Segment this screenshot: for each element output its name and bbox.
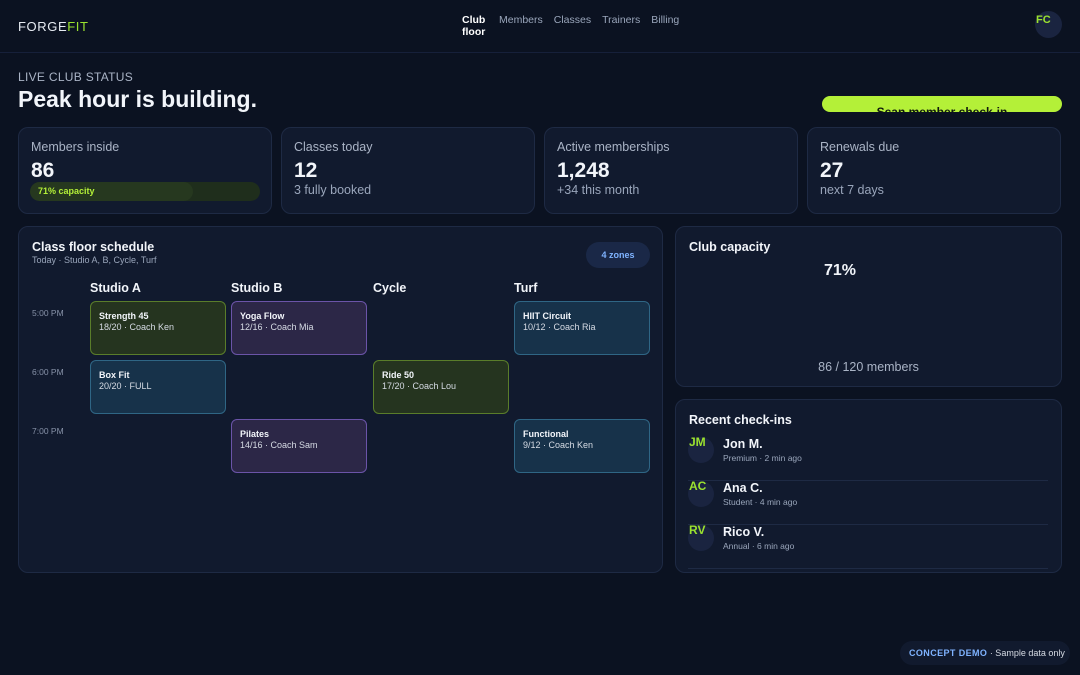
class-card-strength-45[interactable]: Strength 45 18/20 · Coach Ken <box>90 301 226 355</box>
nav-item-members[interactable]: Members <box>499 14 543 26</box>
checkins-title: Recent check-ins <box>689 413 792 427</box>
scan-check-in-button[interactable]: Scan member check-in <box>822 96 1062 112</box>
nav-item-classes[interactable]: Classes <box>553 14 592 26</box>
class-name: Box Fit <box>99 370 130 380</box>
stat-label: Classes today <box>294 140 373 154</box>
avatar-initials: JM <box>689 435 706 449</box>
class-name: Ride 50 <box>382 370 415 380</box>
class-card-hiit-circuit[interactable]: HIIT Circuit 10/12 · Coach Ria <box>514 301 650 355</box>
stat-sub: +34 this month <box>557 183 640 197</box>
stat-card-members-inside: Members inside 86 71% capacity <box>18 127 272 214</box>
schedule-subtitle: Today · Studio A, B, Cycle, Turf <box>32 255 157 265</box>
class-name: HIIT Circuit <box>523 311 572 321</box>
concept-demo-badge: CONCEPT DEMO · Sample data only <box>900 641 1070 665</box>
class-detail: 20/20 · FULL <box>99 381 152 391</box>
column-header-studio-a: Studio A <box>90 281 141 295</box>
stat-sub: next 7 days <box>820 183 884 197</box>
page-title: Peak hour is building. <box>18 86 257 112</box>
stat-value: 86 <box>31 159 55 182</box>
concept-demo-label: CONCEPT DEMO <box>909 648 988 658</box>
nav-item-trainers[interactable]: Trainers <box>602 14 641 26</box>
class-name: Yoga Flow <box>240 311 285 321</box>
stat-value: 12 <box>294 159 318 182</box>
stat-sub: 3 fully booked <box>294 183 372 197</box>
capacity-members-count: 86 / 120 members <box>818 360 919 374</box>
class-detail: 10/12 · Coach Ria <box>523 322 596 332</box>
class-name: Strength 45 <box>99 311 149 321</box>
capacity-progress-label: 71% capacity <box>38 186 95 196</box>
checkin-meta: Annual · 6 min ago <box>723 541 795 551</box>
user-initials: FC <box>1036 14 1051 26</box>
column-header-cycle: Cycle <box>373 281 407 295</box>
checkin-meta: Student · 4 min ago <box>723 497 798 507</box>
checkin-item[interactable]: AC Ana C. Student · 4 min ago <box>688 479 1048 525</box>
class-schedule-panel: Class floor schedule Today · Studio A, B… <box>18 226 663 573</box>
avatar: JM <box>688 435 714 463</box>
column-header-studio-b: Studio B <box>231 281 283 295</box>
checkin-item[interactable]: RV Rico V. Annual · 6 min ago <box>688 523 1048 569</box>
time-label: 6:00 PM <box>32 367 64 377</box>
brand-name-part1: FORGE <box>18 19 68 34</box>
stat-card-renewals-due: Renewals due 27 next 7 days <box>807 127 1061 214</box>
class-detail: 14/16 · Coach Sam <box>240 440 318 450</box>
class-card-yoga-flow[interactable]: Yoga Flow 12/16 · Coach Mia <box>231 301 367 355</box>
recent-checkins-panel: Recent check-ins JM Jon M. Premium · 2 m… <box>675 399 1062 573</box>
page-eyebrow: LIVE CLUB STATUS <box>18 70 134 84</box>
class-name: Pilates <box>240 429 270 439</box>
stat-card-classes-today: Classes today 12 3 fully booked <box>281 127 535 214</box>
column-header-turf: Turf <box>514 281 538 295</box>
class-detail: 17/20 · Coach Lou <box>382 381 457 391</box>
zones-badge[interactable]: 4 zones <box>586 242 650 268</box>
stat-label: Active memberships <box>557 140 670 154</box>
stat-label: Members inside <box>31 140 120 154</box>
scan-check-in-label: Scan member check-in <box>876 105 1008 112</box>
top-bar: FORGEFIT Club floor Members Classes Trai… <box>0 0 1080 53</box>
avatar: AC <box>688 479 714 507</box>
checkin-meta: Premium · 2 min ago <box>723 453 802 463</box>
class-card-box-fit[interactable]: Box Fit 20/20 · FULL <box>90 360 226 414</box>
time-label: 5:00 PM <box>32 308 64 318</box>
class-detail: 12/16 · Coach Mia <box>240 322 314 332</box>
class-detail: 18/20 · Coach Ken <box>99 322 175 332</box>
class-name: Functional <box>523 429 569 439</box>
class-detail: 9/12 · Coach Ken <box>523 440 594 450</box>
stat-value: 27 <box>820 159 844 182</box>
main-nav: Club floor Members Classes Trainers Bill… <box>462 14 679 38</box>
stat-card-active-memberships: Active memberships 1,248 +34 this month <box>544 127 798 214</box>
sample-data-note: · Sample data only <box>987 648 1065 658</box>
brand-name-part2: FIT <box>67 19 89 34</box>
class-card-pilates[interactable]: Pilates 14/16 · Coach Sam <box>231 419 367 473</box>
time-label: 7:00 PM <box>32 426 64 436</box>
brand-logo[interactable]: FORGEFIT <box>18 19 89 34</box>
capacity-progress-fill <box>30 182 194 201</box>
capacity-percent: 71% <box>823 262 857 279</box>
class-card-functional[interactable]: Functional 9/12 · Coach Ken <box>514 419 650 473</box>
stat-value: 1,248 <box>557 159 610 182</box>
capacity-title: Club capacity <box>689 240 771 254</box>
avatar: RV <box>688 523 714 551</box>
class-card-ride-50[interactable]: Ride 50 17/20 · Coach Lou <box>373 360 509 414</box>
member-name: Ana C. <box>723 481 763 495</box>
avatar-initials: RV <box>689 523 706 537</box>
member-name: Rico V. <box>723 525 765 539</box>
member-name: Jon M. <box>723 437 763 451</box>
club-capacity-panel: Club capacity 71% 86 / 120 members <box>675 226 1062 387</box>
schedule-title: Class floor schedule <box>32 240 155 254</box>
nav-item-billing[interactable]: Billing <box>651 14 680 26</box>
nav-item-club-floor[interactable]: Club floor <box>462 14 486 38</box>
checkin-item[interactable]: JM Jon M. Premium · 2 min ago <box>688 435 1048 481</box>
capacity-progress-bar: 71% capacity <box>30 182 260 201</box>
avatar-initials: AC <box>689 479 707 493</box>
user-avatar[interactable]: FC <box>1035 11 1062 38</box>
stat-label: Renewals due <box>820 140 900 154</box>
